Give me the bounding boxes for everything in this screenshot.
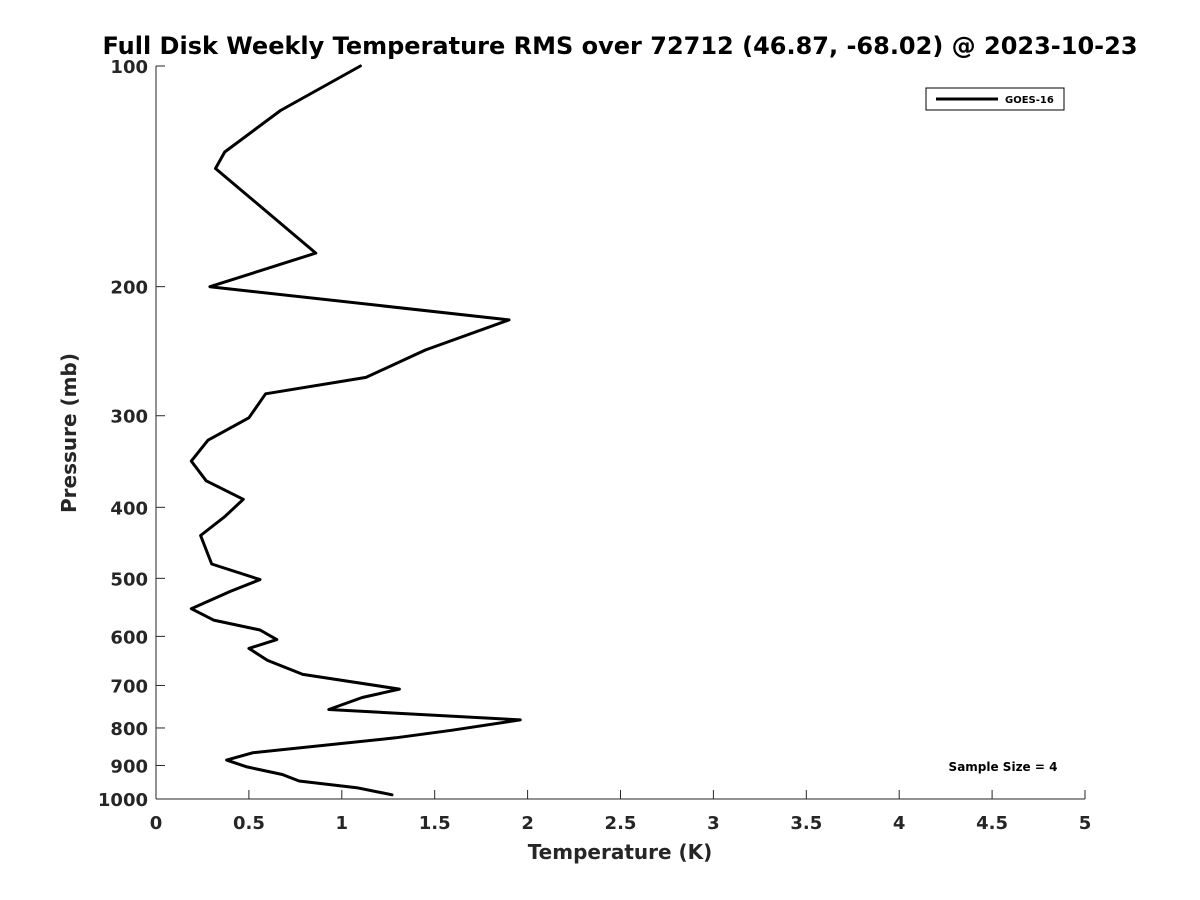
series-line-goes-16: [189, 64, 522, 797]
y-tick-label: 100: [110, 57, 148, 78]
x-tick-label: 3.5: [790, 813, 822, 834]
y-tick-label: 400: [110, 498, 148, 519]
chart-title: Full Disk Weekly Temperature RMS over 72…: [102, 32, 1137, 60]
plot-area: 0 0.5 1 1.5 2 2.5 3 3.5 4 4.5 5 100 200 300 400 500 600 7…: [98, 57, 1091, 834]
x-tick-label: 4.5: [976, 813, 1008, 834]
legend-label-goes-16: GOES-16: [1005, 95, 1054, 106]
y-tick-label: 300: [110, 407, 148, 428]
x-tick-label: 0.5: [233, 813, 265, 834]
x-tick-label: 1.5: [419, 813, 451, 834]
x-tick-label: 5: [1079, 813, 1092, 834]
y-tick-label: 500: [110, 569, 148, 590]
x-axis-label: Temperature (K): [528, 840, 713, 864]
x-tick-label: 4: [893, 813, 906, 834]
y-tick-label: 700: [110, 676, 148, 697]
x-tick-label: 2.5: [605, 813, 637, 834]
y-axis-label: Pressure (mb): [57, 353, 81, 513]
y-tick-label: 200: [110, 278, 148, 299]
y-tick-label: 600: [110, 627, 148, 648]
x-tick-label: 1: [336, 813, 349, 834]
x-tick-label: 0: [150, 813, 163, 834]
sample-size-annotation: Sample Size = 4: [949, 760, 1058, 774]
y-tick-label: 900: [110, 756, 148, 777]
y-tick-label: 800: [110, 719, 148, 740]
x-tick-label: 3: [707, 813, 720, 834]
y-tick-label: 1000: [98, 790, 148, 811]
legend: GOES-16: [925, 87, 1065, 111]
x-tick-label: 2: [521, 813, 534, 834]
